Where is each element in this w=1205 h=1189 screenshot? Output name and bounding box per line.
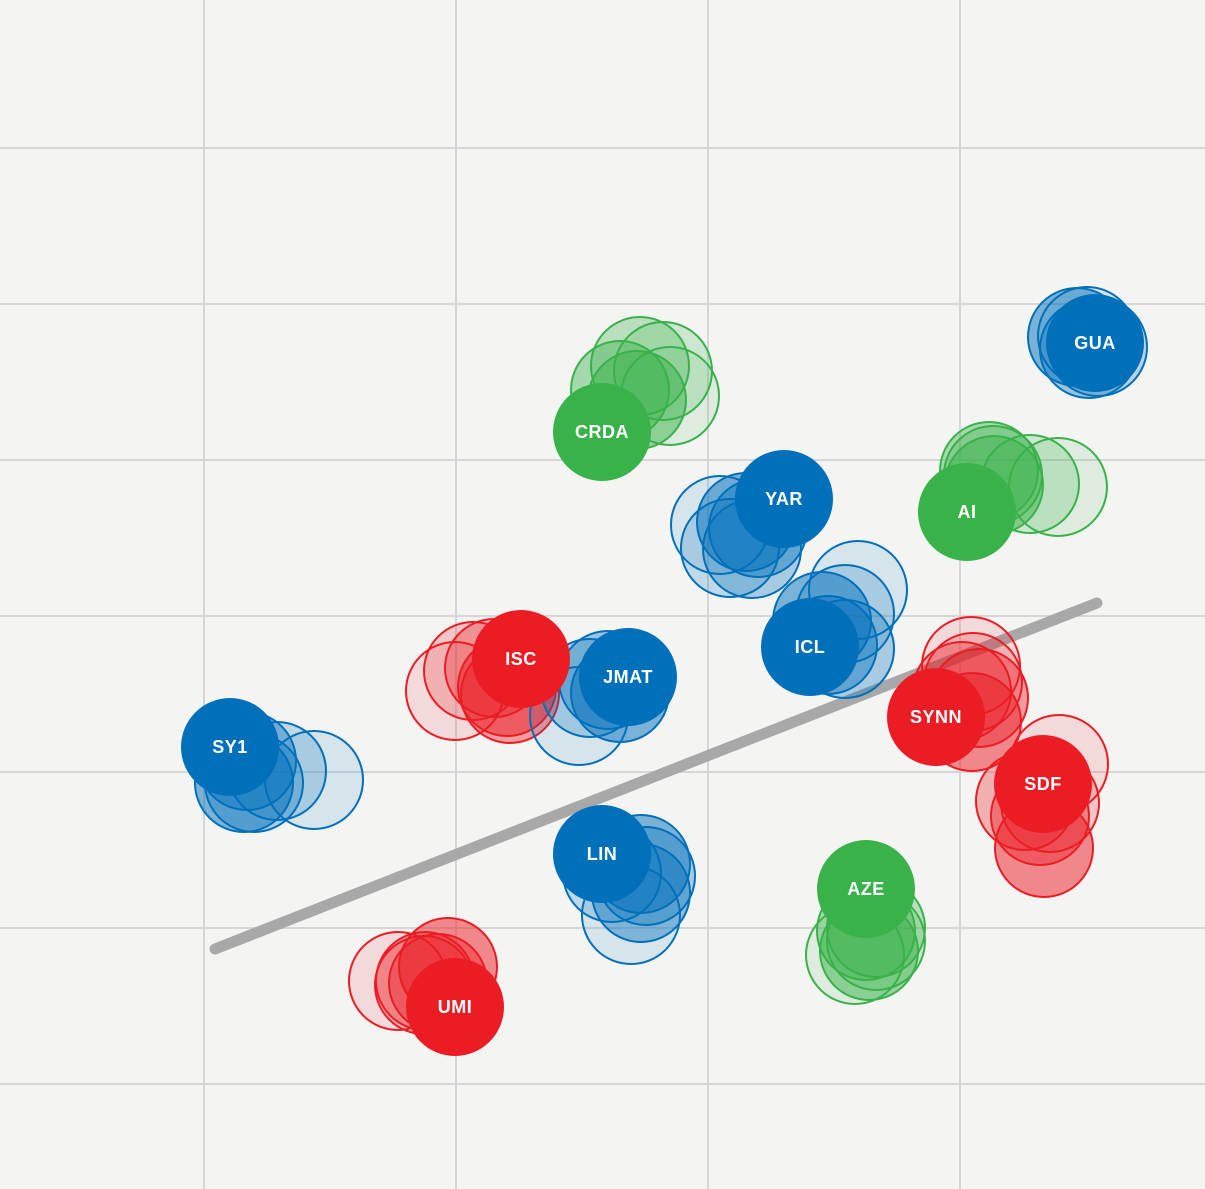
point-synn: [887, 668, 985, 766]
bubble-sdf: SDF: [994, 735, 1092, 833]
bubble-aze: AZE: [817, 840, 915, 938]
bubble-jmat: JMAT: [579, 628, 677, 726]
point-icl: [761, 598, 859, 696]
trend-layer: [209, 597, 1103, 955]
point-umi: [406, 958, 504, 1056]
point-label-crda: CRDA: [575, 422, 629, 442]
point-label-ai: AI: [958, 502, 977, 522]
point-label-gua: GUA: [1074, 333, 1116, 353]
point-isc: [472, 610, 570, 708]
point-label-jmat: JMAT: [603, 667, 653, 687]
bubble-isc: ISC: [472, 610, 570, 708]
point-gua: [1046, 294, 1144, 392]
point-label-isc: ISC: [505, 649, 537, 669]
bubble-umi: UMI: [406, 958, 504, 1056]
point-sdf: [994, 735, 1092, 833]
point-label-sy1: SY1: [212, 737, 248, 757]
point-lin: [553, 805, 651, 903]
bubble-gua: GUA: [1046, 294, 1144, 392]
point-aze: [817, 840, 915, 938]
bubble-lin: LIN: [553, 805, 651, 903]
point-ai: [918, 463, 1016, 561]
bubble-ai: AI: [918, 463, 1016, 561]
trend-line: [209, 597, 1103, 955]
point-crda: [553, 383, 651, 481]
point-sy1: [181, 698, 279, 796]
bubble-icl: ICL: [761, 598, 859, 696]
point-jmat: [579, 628, 677, 726]
point-label-icl: ICL: [795, 637, 826, 657]
bubble-yar: YAR: [735, 450, 833, 548]
point-yar: [735, 450, 833, 548]
point-label-yar: YAR: [765, 489, 803, 509]
point-label-synn: SYNN: [910, 707, 962, 727]
point-label-lin: LIN: [587, 844, 618, 864]
bubble-sy1: SY1: [181, 698, 279, 796]
bubble-layer: GUA CRDA YAR AI ICL ISC JMAT SYNN SY1 SDF LIN AZE UM…: [181, 294, 1144, 1056]
bubble-crda: CRDA: [553, 383, 651, 481]
bubble-synn: SYNN: [887, 668, 985, 766]
point-label-aze: AZE: [847, 879, 885, 899]
point-label-umi: UMI: [438, 997, 473, 1017]
point-label-sdf: SDF: [1024, 774, 1062, 794]
